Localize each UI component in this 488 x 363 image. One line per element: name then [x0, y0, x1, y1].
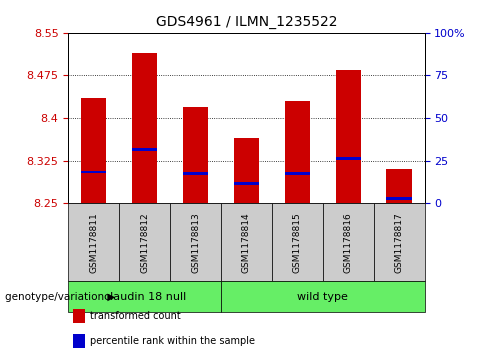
Text: transformed count: transformed count — [90, 311, 181, 321]
Bar — [183, 107, 208, 203]
Bar — [132, 53, 157, 203]
Text: GSM1178812: GSM1178812 — [140, 212, 149, 273]
Bar — [234, 138, 259, 203]
Text: GSM1178813: GSM1178813 — [191, 212, 200, 273]
Bar — [183, 172, 208, 175]
Text: GSM1178814: GSM1178814 — [242, 212, 251, 273]
Bar — [285, 172, 310, 175]
Bar — [81, 171, 106, 174]
Text: GSM1178816: GSM1178816 — [344, 212, 353, 273]
Bar — [336, 158, 361, 160]
Bar — [81, 98, 106, 203]
Text: GSM1178815: GSM1178815 — [293, 212, 302, 273]
Text: GSM1178811: GSM1178811 — [89, 212, 98, 273]
Bar — [386, 169, 412, 203]
Bar — [386, 197, 412, 200]
Text: wild type: wild type — [297, 292, 348, 302]
Title: GDS4961 / ILMN_1235522: GDS4961 / ILMN_1235522 — [156, 15, 337, 29]
Bar — [336, 70, 361, 203]
Text: genotype/variation ▶: genotype/variation ▶ — [5, 292, 115, 302]
Bar — [234, 182, 259, 185]
Text: claudin 18 null: claudin 18 null — [103, 292, 186, 302]
Text: percentile rank within the sample: percentile rank within the sample — [90, 336, 255, 346]
Bar — [285, 101, 310, 203]
Bar — [132, 148, 157, 151]
Text: GSM1178817: GSM1178817 — [395, 212, 404, 273]
